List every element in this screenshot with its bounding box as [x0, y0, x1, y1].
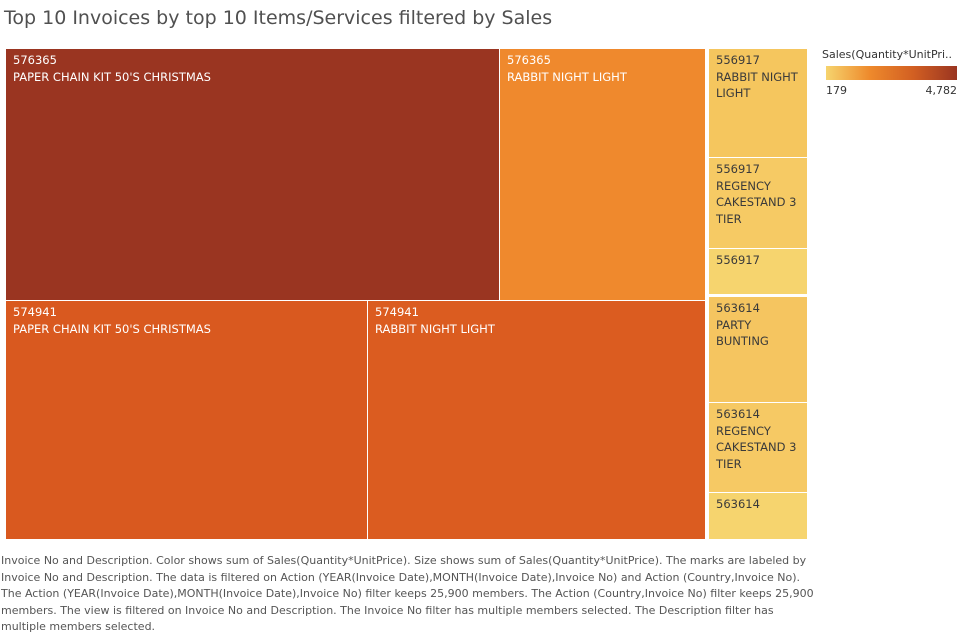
tile-description-label: REGENCY CAKESTAND 3 TIER — [716, 178, 797, 226]
treemap-tile[interactable]: 574941 RABBIT NIGHT LIGHT — [368, 301, 705, 539]
tile-invoice-label: 563614 — [716, 301, 760, 315]
tile-invoice-label: 574941 — [375, 305, 419, 319]
tile-description-label: REGENCY CAKESTAND 3 TIER — [716, 423, 797, 471]
tile-invoice-label: 556917 — [716, 253, 760, 267]
treemap-tile[interactable]: 556917 — [709, 249, 807, 294]
treemap-tile[interactable]: 563614 — [709, 493, 807, 539]
chart-title: Top 10 Invoices by top 10 Items/Services… — [4, 7, 553, 29]
treemap-tile[interactable]: 576365 PAPER CHAIN KIT 50'S CHRISTMAS — [6, 49, 499, 300]
tile-invoice-label: 556917 — [716, 53, 760, 67]
tile-description-label: PAPER CHAIN KIT 50'S CHRISTMAS — [13, 69, 211, 84]
treemap-tile[interactable]: 576365 RABBIT NIGHT LIGHT — [500, 49, 705, 300]
tile-description-label: RABBIT NIGHT LIGHT — [716, 69, 798, 101]
treemap-tile[interactable]: 556917 REGENCY CAKESTAND 3 TIER — [709, 158, 807, 248]
treemap-tile[interactable]: 574941 PAPER CHAIN KIT 50'S CHRISTMAS — [6, 301, 367, 539]
tile-invoice-label: 563614 — [716, 407, 760, 421]
legend-title: Sales(Quantity*UnitPri.. — [822, 48, 953, 61]
tile-invoice-label: 563614 — [716, 497, 760, 511]
legend-max-label: 4,782 — [925, 84, 958, 97]
legend-color-ramp — [826, 66, 957, 80]
tile-description-label: PARTY BUNTING — [716, 317, 769, 349]
tile-invoice-label: 576365 — [507, 53, 551, 67]
treemap-tile[interactable]: 563614 REGENCY CAKESTAND 3 TIER — [709, 403, 807, 492]
chart-caption: Invoice No and Description. Color shows … — [1, 554, 814, 633]
tile-description-label: PAPER CHAIN KIT 50'S CHRISTMAS — [13, 321, 211, 336]
tile-invoice-label: 574941 — [13, 305, 57, 319]
tile-invoice-label: 576365 — [13, 53, 57, 67]
treemap-tile[interactable]: 563614 PARTY BUNTING — [709, 297, 807, 402]
tile-description-label: RABBIT NIGHT LIGHT — [375, 321, 495, 336]
legend-min-label: 179 — [826, 84, 847, 97]
tile-description-label: RABBIT NIGHT LIGHT — [507, 69, 627, 84]
treemap-tile[interactable]: 556917 RABBIT NIGHT LIGHT — [709, 49, 807, 157]
tile-invoice-label: 556917 — [716, 162, 760, 176]
